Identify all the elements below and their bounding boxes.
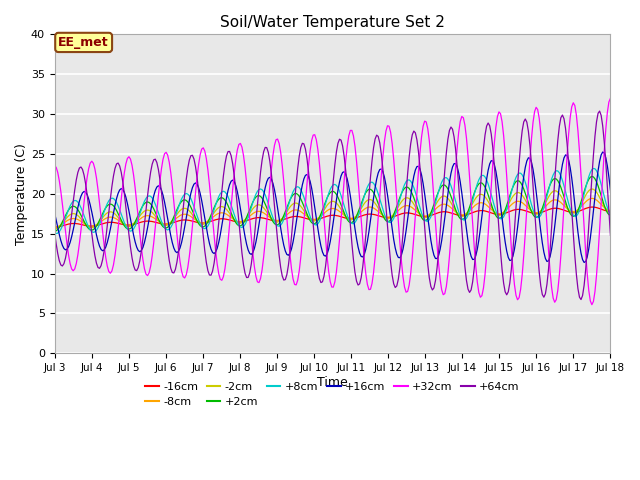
+32cm <box>607 96 614 101</box>
Text: EE_met: EE_met <box>58 36 109 49</box>
+16cm <box>294 210 301 216</box>
Line: +2cm: +2cm <box>54 176 611 231</box>
Line: -8cm: -8cm <box>54 198 611 227</box>
+64cm <box>596 108 604 114</box>
+2cm <box>575 204 583 209</box>
+64cm <box>51 229 58 235</box>
+16cm <box>599 149 607 155</box>
-2cm <box>51 226 58 232</box>
+16cm <box>607 187 614 193</box>
+32cm <box>119 182 127 188</box>
-8cm <box>216 210 224 216</box>
+32cm <box>216 276 224 282</box>
Line: +16cm: +16cm <box>54 152 611 263</box>
+8cm <box>120 220 128 226</box>
+16cm <box>216 232 224 238</box>
Line: -2cm: -2cm <box>54 189 611 229</box>
+16cm <box>119 187 127 192</box>
Legend: -16cm, -8cm, -2cm, +2cm, +8cm, +16cm, +32cm, +64cm: -16cm, -8cm, -2cm, +2cm, +8cm, +16cm, +3… <box>141 377 524 412</box>
+64cm <box>575 294 583 300</box>
+8cm <box>607 211 614 217</box>
Line: +32cm: +32cm <box>54 98 611 305</box>
+2cm <box>235 223 243 228</box>
+2cm <box>119 220 127 226</box>
+16cm <box>575 241 583 247</box>
+16cm <box>580 260 588 265</box>
+64cm <box>607 232 614 238</box>
+8cm <box>589 166 597 171</box>
-16cm <box>607 208 614 214</box>
+8cm <box>237 224 244 230</box>
-16cm <box>588 204 596 210</box>
+16cm <box>235 196 243 202</box>
+8cm <box>246 210 253 216</box>
X-axis label: Time: Time <box>317 376 348 389</box>
-16cm <box>216 216 224 222</box>
+64cm <box>244 275 252 280</box>
+32cm <box>588 302 596 308</box>
-16cm <box>244 217 252 223</box>
+32cm <box>294 277 301 283</box>
-2cm <box>294 201 301 206</box>
Y-axis label: Temperature (C): Temperature (C) <box>15 143 28 245</box>
+64cm <box>235 220 243 226</box>
+16cm <box>244 247 252 253</box>
-8cm <box>607 207 614 213</box>
-2cm <box>607 209 614 215</box>
+64cm <box>577 297 585 302</box>
-2cm <box>216 204 224 210</box>
+8cm <box>218 189 226 195</box>
Line: +8cm: +8cm <box>54 168 611 234</box>
-2cm <box>119 220 127 226</box>
+32cm <box>51 163 58 168</box>
-2cm <box>588 186 596 192</box>
+64cm <box>294 166 301 171</box>
-8cm <box>244 215 252 220</box>
+2cm <box>244 211 252 216</box>
-8cm <box>235 219 243 225</box>
+8cm <box>51 230 58 236</box>
+2cm <box>216 195 224 201</box>
-16cm <box>294 214 301 219</box>
-16cm <box>51 224 58 230</box>
+64cm <box>119 179 127 184</box>
Line: -16cm: -16cm <box>54 207 611 227</box>
-16cm <box>235 219 243 225</box>
-8cm <box>588 195 596 201</box>
-2cm <box>575 204 583 210</box>
Line: +64cm: +64cm <box>54 111 611 300</box>
+32cm <box>235 142 243 147</box>
+64cm <box>216 203 224 209</box>
+2cm <box>51 228 58 234</box>
-16cm <box>119 222 127 228</box>
-2cm <box>235 220 243 226</box>
-2cm <box>244 213 252 218</box>
+16cm <box>51 210 58 216</box>
-8cm <box>294 207 301 213</box>
+8cm <box>296 185 303 191</box>
+2cm <box>607 212 614 218</box>
+8cm <box>52 231 60 237</box>
-8cm <box>51 224 58 230</box>
+32cm <box>244 197 252 203</box>
+2cm <box>294 192 301 197</box>
Title: Soil/Water Temperature Set 2: Soil/Water Temperature Set 2 <box>220 15 445 30</box>
-8cm <box>575 205 583 211</box>
+8cm <box>577 203 585 209</box>
+2cm <box>588 173 596 179</box>
+32cm <box>575 148 583 154</box>
-16cm <box>575 208 583 214</box>
-8cm <box>119 220 127 226</box>
